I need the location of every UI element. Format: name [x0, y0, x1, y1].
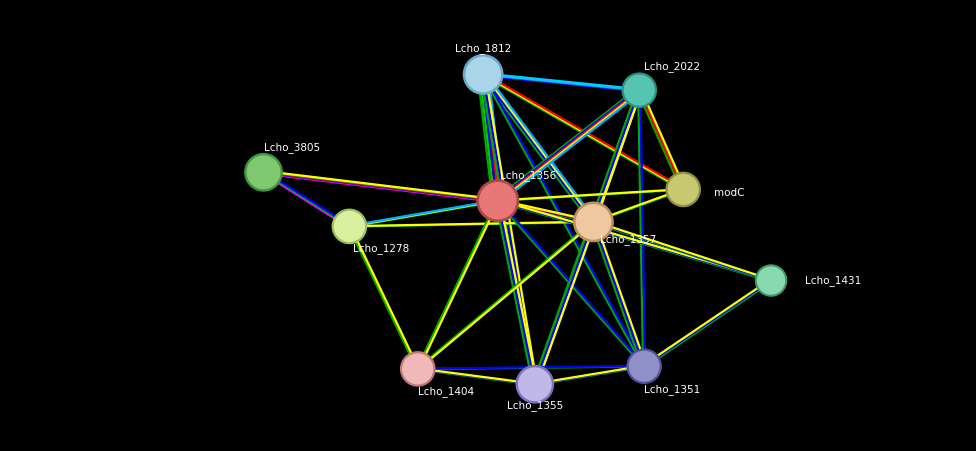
- Text: Lcho_1357: Lcho_1357: [600, 235, 657, 245]
- Ellipse shape: [403, 354, 432, 384]
- Ellipse shape: [625, 75, 654, 105]
- Ellipse shape: [757, 267, 785, 294]
- Ellipse shape: [627, 349, 662, 383]
- Ellipse shape: [247, 156, 280, 189]
- Text: Lcho_1812: Lcho_1812: [455, 43, 511, 54]
- Text: Lcho_1278: Lcho_1278: [353, 243, 410, 253]
- Ellipse shape: [574, 202, 613, 242]
- Ellipse shape: [516, 366, 553, 403]
- Ellipse shape: [332, 209, 367, 244]
- Ellipse shape: [245, 154, 282, 191]
- Ellipse shape: [464, 55, 503, 94]
- Text: Lcho_3805: Lcho_3805: [264, 143, 320, 153]
- Text: Lcho_1431: Lcho_1431: [805, 275, 862, 286]
- Ellipse shape: [622, 73, 657, 107]
- Ellipse shape: [480, 183, 515, 219]
- Ellipse shape: [477, 180, 518, 221]
- Ellipse shape: [576, 205, 611, 239]
- Text: Lcho_1351: Lcho_1351: [644, 384, 701, 395]
- Text: Lcho_1404: Lcho_1404: [418, 386, 474, 396]
- Ellipse shape: [666, 172, 701, 207]
- Ellipse shape: [335, 212, 364, 241]
- Text: modC: modC: [714, 188, 745, 198]
- Ellipse shape: [669, 175, 698, 204]
- Text: Lcho_1355: Lcho_1355: [507, 400, 563, 411]
- Ellipse shape: [518, 368, 551, 400]
- Ellipse shape: [755, 265, 787, 296]
- Ellipse shape: [400, 352, 435, 386]
- Ellipse shape: [466, 57, 501, 92]
- Text: Lcho_1356: Lcho_1356: [500, 170, 556, 181]
- Text: Lcho_2022: Lcho_2022: [644, 61, 701, 72]
- Ellipse shape: [630, 351, 659, 381]
